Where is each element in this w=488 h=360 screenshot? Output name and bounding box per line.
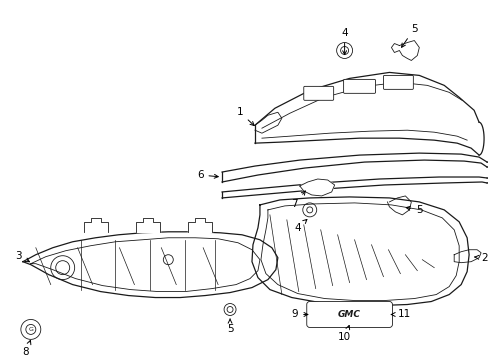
FancyBboxPatch shape — [303, 86, 333, 100]
Text: 9: 9 — [291, 310, 307, 319]
Polygon shape — [390, 41, 419, 60]
Text: 10: 10 — [337, 325, 350, 342]
Polygon shape — [83, 218, 107, 232]
Text: 6: 6 — [197, 170, 218, 180]
Text: 7: 7 — [291, 191, 305, 209]
Polygon shape — [188, 218, 212, 232]
Text: G: G — [28, 327, 33, 332]
Text: 5: 5 — [401, 24, 417, 47]
FancyBboxPatch shape — [306, 302, 392, 328]
Text: 8: 8 — [22, 341, 31, 357]
FancyBboxPatch shape — [383, 75, 412, 89]
Text: 5: 5 — [406, 205, 422, 215]
Polygon shape — [23, 232, 277, 298]
Polygon shape — [251, 197, 468, 306]
Text: 3: 3 — [16, 251, 29, 262]
Text: 11: 11 — [390, 310, 410, 319]
Text: 2: 2 — [474, 253, 487, 263]
Polygon shape — [386, 196, 410, 215]
Text: 4: 4 — [294, 220, 306, 233]
Text: 1: 1 — [236, 107, 254, 126]
Text: GMC: GMC — [337, 310, 360, 319]
Polygon shape — [453, 250, 480, 263]
Text: 5: 5 — [226, 319, 233, 334]
Text: 4: 4 — [341, 28, 347, 55]
Polygon shape — [136, 218, 160, 232]
Polygon shape — [299, 179, 334, 196]
FancyBboxPatch shape — [343, 80, 375, 93]
